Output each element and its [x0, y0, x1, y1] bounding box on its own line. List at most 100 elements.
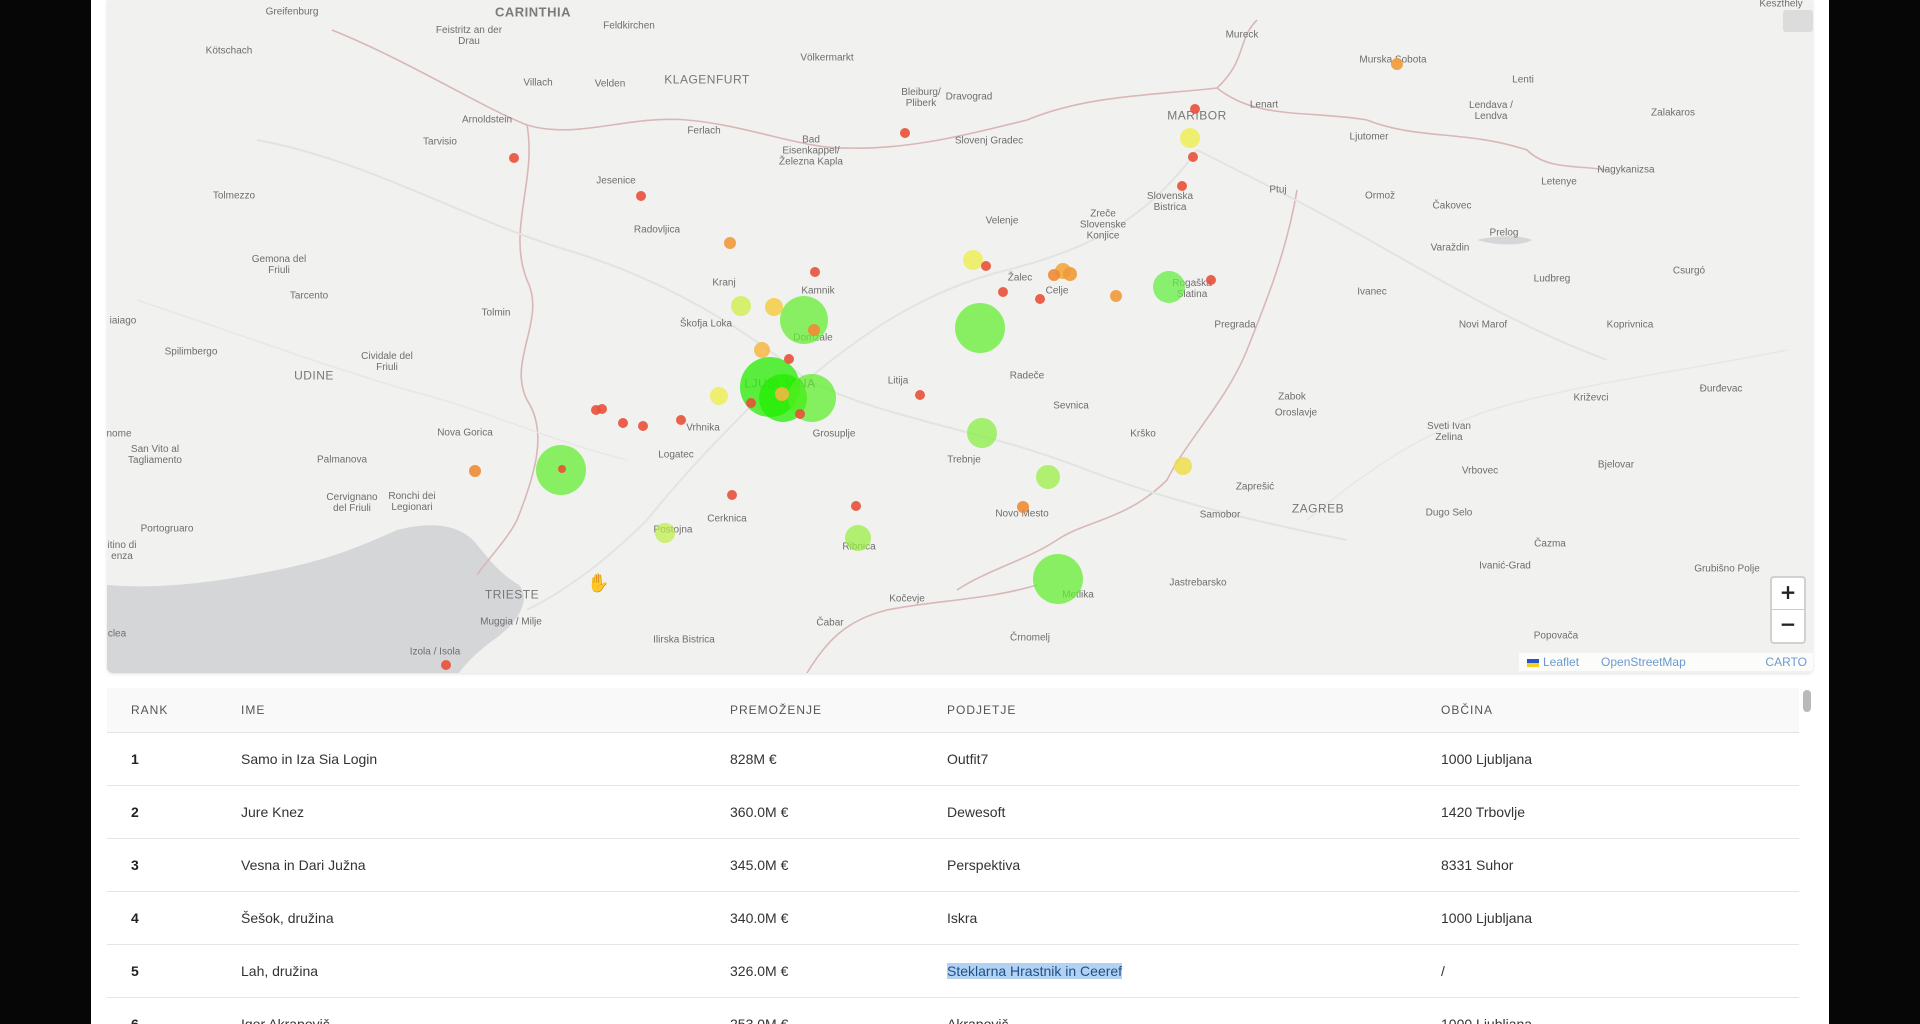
wealth-marker[interactable]	[775, 387, 789, 401]
wealth-marker[interactable]	[915, 390, 925, 400]
cell-municipality: 1000 Ljubljana	[1441, 732, 1799, 786]
table-row[interactable]: 1 Samo in Iza Sia Login 828M € Outfit7 1…	[107, 732, 1799, 786]
wealth-marker[interactable]	[1033, 554, 1083, 604]
map-basemap	[107, 19, 1788, 673]
cell-municipality: 1420 Trbovlje	[1441, 785, 1799, 839]
map-attribution: Leaflet OpenStreetMap CARTO	[1519, 653, 1813, 671]
header-wealth[interactable]: PREMOŽENJE	[730, 688, 947, 733]
cell-name: Jure Knez	[241, 785, 730, 839]
leaflet-label: Leaflet	[1543, 655, 1580, 669]
header-rank[interactable]: RANK	[107, 688, 241, 733]
header-municipality[interactable]: OBČINA	[1441, 688, 1799, 733]
wealth-marker[interactable]	[780, 296, 828, 344]
table-scrollbar[interactable]	[1803, 690, 1811, 712]
wealth-marker[interactable]	[591, 405, 601, 415]
wealth-marker[interactable]	[998, 287, 1008, 297]
table-row[interactable]: 3 Vesna in Dari Južna 345.0M € Perspekti…	[107, 838, 1799, 892]
wealth-marker[interactable]	[784, 354, 794, 364]
wealth-marker[interactable]	[618, 418, 628, 428]
wealth-marker[interactable]	[765, 298, 783, 316]
wealth-marker[interactable]	[1391, 58, 1403, 70]
zoom-in-button[interactable]: +	[1772, 578, 1804, 610]
cell-rank: 3	[107, 838, 241, 892]
zoom-out-button[interactable]: −	[1779, 612, 1797, 636]
table-row[interactable]: 5 Lah, družina 326.0M € Steklarna Hrastn…	[107, 944, 1799, 998]
wealth-marker[interactable]	[808, 324, 820, 336]
table-header-row: RANK IME PREMOŽENJE PODJETJE OBČINA	[107, 688, 1799, 733]
wealth-marker[interactable]	[746, 398, 756, 408]
wealth-table: RANK IME PREMOŽENJE PODJETJE OBČINA 1 Sa…	[107, 688, 1799, 1024]
wealth-marker[interactable]	[1048, 269, 1060, 281]
wealth-marker[interactable]	[469, 465, 481, 477]
cell-name: Lah, družina	[241, 944, 730, 998]
cell-rank: 6	[107, 997, 241, 1024]
cell-wealth: 253.0M €	[730, 997, 947, 1024]
zoom-control: + −	[1770, 576, 1806, 644]
cell-name: Šešok, družina	[241, 891, 730, 945]
cell-wealth: 326.0M €	[730, 944, 947, 998]
table-row[interactable]: 2 Jure Knez 360.0M € Dewesoft 1420 Trbov…	[107, 785, 1799, 839]
wealth-marker[interactable]	[558, 465, 566, 473]
cell-rank: 4	[107, 891, 241, 945]
wealth-marker[interactable]	[1190, 104, 1200, 114]
selected-company-text: Steklarna Hrastnik in Ceeref	[947, 963, 1123, 979]
wealth-marker[interactable]	[731, 296, 751, 316]
layer-toggle-button[interactable]	[1783, 10, 1813, 32]
wealth-marker[interactable]	[845, 525, 871, 551]
wealth-marker[interactable]	[981, 261, 991, 271]
wealth-marker[interactable]	[509, 153, 519, 163]
cell-name: Samo in Iza Sia Login	[241, 732, 730, 786]
wealth-marker[interactable]	[441, 660, 451, 670]
cell-municipality: 8331 Suhor	[1441, 838, 1799, 892]
header-company[interactable]: PODJETJE	[947, 688, 1441, 733]
table-row[interactable]: 6 Igor Akrapovič 253.0M € Akrapovič 1000…	[107, 997, 1799, 1024]
wealth-marker[interactable]	[676, 415, 686, 425]
ukraine-flag-icon	[1527, 658, 1539, 667]
cell-company: Steklarna Hrastnik in Ceeref	[947, 944, 1441, 998]
osm-link[interactable]: OpenStreetMap	[1601, 655, 1686, 669]
cell-municipality: /	[1441, 944, 1799, 998]
wealth-marker[interactable]	[1110, 290, 1122, 302]
wealth-marker[interactable]	[1153, 271, 1185, 303]
wealth-marker[interactable]	[967, 418, 997, 448]
wealth-marker[interactable]	[727, 490, 737, 500]
wealth-marker[interactable]	[1188, 152, 1198, 162]
cell-rank: 2	[107, 785, 241, 839]
wealth-marker[interactable]	[1036, 465, 1060, 489]
carto-link[interactable]: CARTO	[1765, 655, 1807, 669]
cell-company: Akrapovič	[947, 997, 1441, 1024]
wealth-marker[interactable]	[1174, 457, 1192, 475]
wealth-marker[interactable]	[1035, 294, 1045, 304]
cell-name: Vesna in Dari Južna	[241, 838, 730, 892]
wealth-marker[interactable]	[795, 409, 805, 419]
wealth-marker[interactable]	[754, 342, 770, 358]
cell-company: Iskra	[947, 891, 1441, 945]
wealth-marker[interactable]	[1206, 275, 1216, 285]
wealth-marker[interactable]	[710, 387, 728, 405]
wealth-marker[interactable]	[1017, 501, 1029, 513]
leaflet-link[interactable]: Leaflet	[1527, 655, 1579, 669]
table-row[interactable]: 4 Šešok, družina 340.0M € Iskra 1000 Lju…	[107, 891, 1799, 945]
wealth-marker[interactable]	[1063, 267, 1077, 281]
header-name[interactable]: IME	[241, 688, 730, 733]
wealth-marker[interactable]	[636, 191, 646, 201]
wealth-marker[interactable]	[1180, 128, 1200, 148]
cell-wealth: 340.0M €	[730, 891, 947, 945]
cell-wealth: 828M €	[730, 732, 947, 786]
wealth-marker[interactable]	[597, 404, 607, 414]
wealth-marker[interactable]	[638, 421, 648, 431]
wealth-marker[interactable]	[900, 128, 910, 138]
cell-municipality: 1000 Ljubljana	[1441, 997, 1799, 1024]
cell-company: Perspektiva	[947, 838, 1441, 892]
wealth-marker[interactable]	[810, 267, 820, 277]
cell-rank: 5	[107, 944, 241, 998]
wealth-marker[interactable]	[1177, 181, 1187, 191]
wealth-marker[interactable]	[963, 250, 983, 270]
cell-municipality: 1000 Ljubljana	[1441, 891, 1799, 945]
wealth-marker[interactable]	[655, 523, 675, 543]
wealth-map[interactable]: Greifenburg CARINTHIA Feistritz an der Drau…	[107, 0, 1813, 673]
wealth-marker[interactable]	[724, 237, 736, 249]
cell-rank: 1	[107, 732, 241, 786]
wealth-marker[interactable]	[955, 303, 1005, 353]
wealth-marker[interactable]	[851, 501, 861, 511]
